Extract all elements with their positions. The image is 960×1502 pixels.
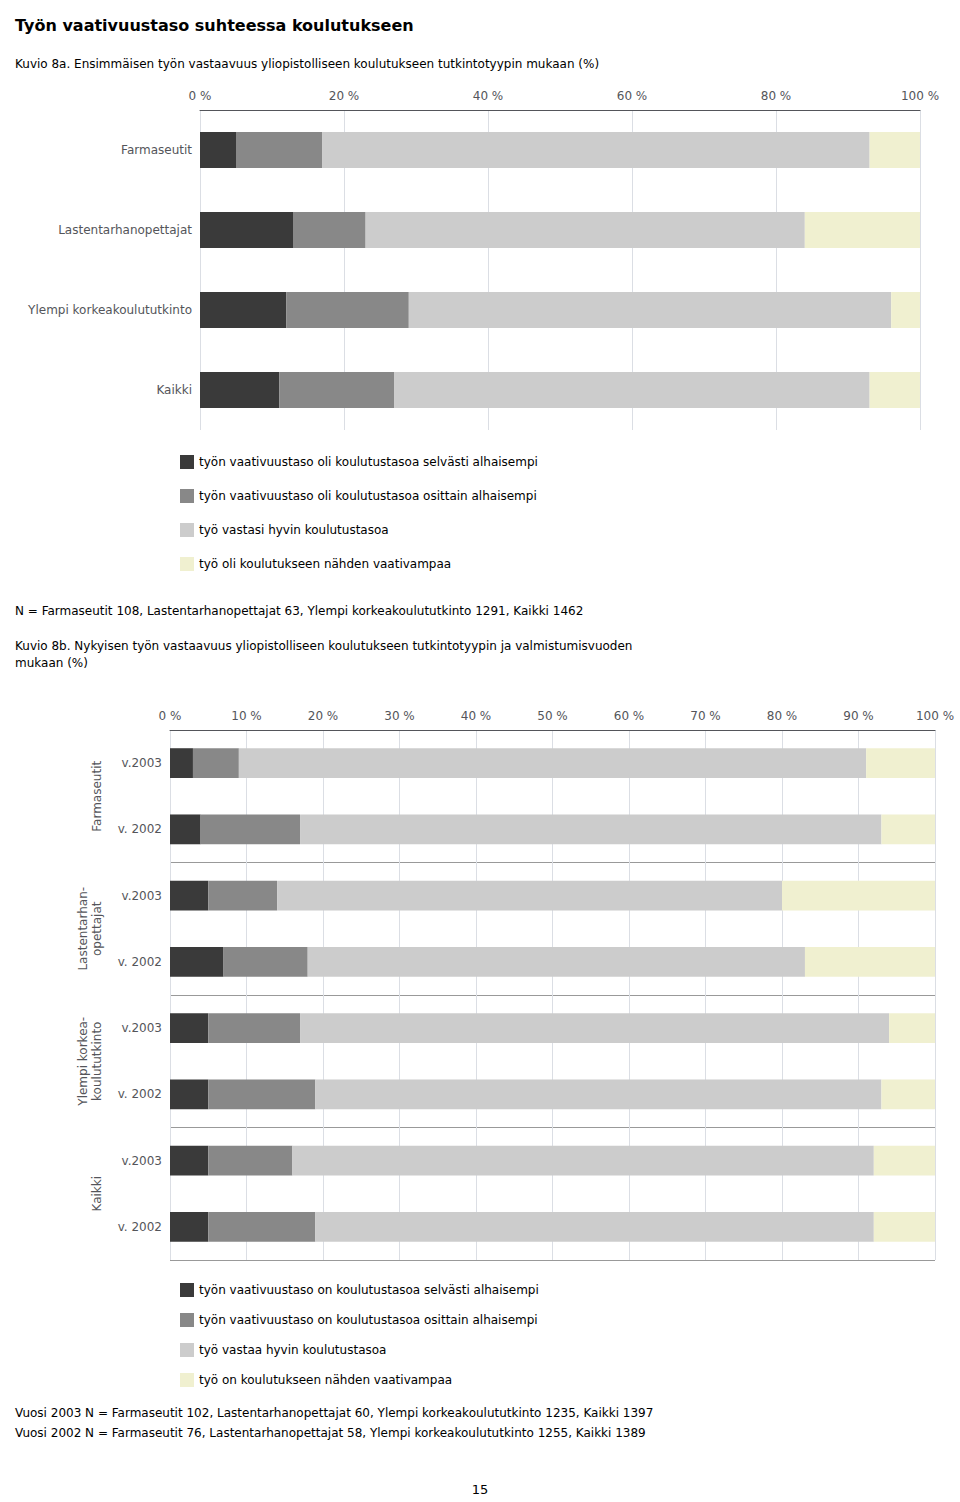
svg-text:70 %: 70 % — [690, 709, 721, 723]
svg-text:v.2003: v.2003 — [121, 756, 162, 770]
svg-text:mukaan (%): mukaan (%) — [15, 656, 88, 670]
svg-text:Työn vaativuustaso suhteessa k: Työn vaativuustaso suhteessa koulutuksee… — [15, 16, 414, 35]
svg-text:v. 2002: v. 2002 — [118, 1087, 162, 1101]
svg-text:Farmaseutit: Farmaseutit — [121, 143, 192, 157]
svg-text:v.2003: v.2003 — [121, 889, 162, 903]
svg-text:60 %: 60 % — [617, 89, 648, 103]
svg-text:40 %: 40 % — [461, 709, 492, 723]
svg-text:60 %: 60 % — [614, 709, 645, 723]
svg-text:0 %: 0 % — [159, 709, 182, 723]
svg-text:v. 2002: v. 2002 — [118, 955, 162, 969]
svg-text:0 %: 0 % — [189, 89, 212, 103]
svg-text:v. 2002: v. 2002 — [118, 1220, 162, 1234]
svg-text:työ on koulutukseen nähden vaa: työ on koulutukseen nähden vaativampaa — [199, 1373, 452, 1387]
svg-text:100 %: 100 % — [916, 709, 954, 723]
svg-text:Kaikki: Kaikki — [90, 1176, 104, 1212]
svg-text:Farmaseutit: Farmaseutit — [90, 761, 104, 832]
svg-text:50 %: 50 % — [537, 709, 568, 723]
svg-text:työn vaativuustaso oli koulutu: työn vaativuustaso oli koulutustasoa osi… — [199, 489, 537, 503]
svg-text:100 %: 100 % — [901, 89, 939, 103]
svg-text:15: 15 — [472, 1482, 489, 1497]
svg-text:v.2003: v.2003 — [121, 1021, 162, 1035]
svg-text:20 %: 20 % — [329, 89, 360, 103]
svg-text:Lastentarhanopettajat: Lastentarhanopettajat — [58, 223, 192, 237]
svg-text:Lastentarhan-: Lastentarhan- — [76, 887, 90, 971]
svg-text:työn vaativuustaso on koulutus: työn vaativuustaso on koulutustasoa osit… — [199, 1313, 538, 1327]
svg-text:80 %: 80 % — [761, 89, 792, 103]
svg-text:30 %: 30 % — [384, 709, 415, 723]
svg-text:Ylempi korkea-: Ylempi korkea- — [76, 1017, 90, 1107]
svg-text:20 %: 20 % — [308, 709, 339, 723]
svg-text:Kuvio 8b. Nykyisen työn vastaa: Kuvio 8b. Nykyisen työn vastaavuus yliop… — [15, 639, 632, 653]
svg-text:työ oli koulutukseen nähden va: työ oli koulutukseen nähden vaativampaa — [199, 557, 451, 571]
svg-text:10 %: 10 % — [231, 709, 262, 723]
svg-text:opettajat: opettajat — [90, 901, 104, 956]
svg-text:työn vaativuustaso on koulutus: työn vaativuustaso on koulutustasoa selv… — [199, 1283, 539, 1297]
svg-text:Vuosi 2002 N = Farmaseutit 76,: Vuosi 2002 N = Farmaseutit 76, Lastentar… — [15, 1426, 646, 1440]
svg-text:v.2003: v.2003 — [121, 1154, 162, 1168]
svg-text:Kaikki: Kaikki — [156, 383, 192, 397]
svg-text:työn vaativuustaso oli koulutu: työn vaativuustaso oli koulutustasoa sel… — [199, 455, 538, 469]
svg-text:N = Farmaseutit 108, Lastentar: N = Farmaseutit 108, Lastentarhanopettaj… — [15, 604, 583, 618]
svg-text:koulututkinto: koulututkinto — [90, 1022, 104, 1101]
svg-text:v. 2002: v. 2002 — [118, 822, 162, 836]
svg-text:työ vastaa hyvin koulutustasoa: työ vastaa hyvin koulutustasoa — [199, 1343, 386, 1357]
svg-text:Ylempi korkeakoulututkinto: Ylempi korkeakoulututkinto — [27, 303, 192, 317]
svg-text:80 %: 80 % — [767, 709, 798, 723]
svg-text:Vuosi 2003 N = Farmaseutit 102: Vuosi 2003 N = Farmaseutit 102, Lastenta… — [15, 1406, 653, 1420]
svg-text:40 %: 40 % — [473, 89, 504, 103]
svg-text:Kuvio 8a. Ensimmäisen työn vas: Kuvio 8a. Ensimmäisen työn vastaavuus yl… — [15, 57, 599, 71]
svg-text:90 %: 90 % — [843, 709, 874, 723]
svg-text:työ vastasi hyvin koulutustaso: työ vastasi hyvin koulutustasoa — [199, 523, 389, 537]
